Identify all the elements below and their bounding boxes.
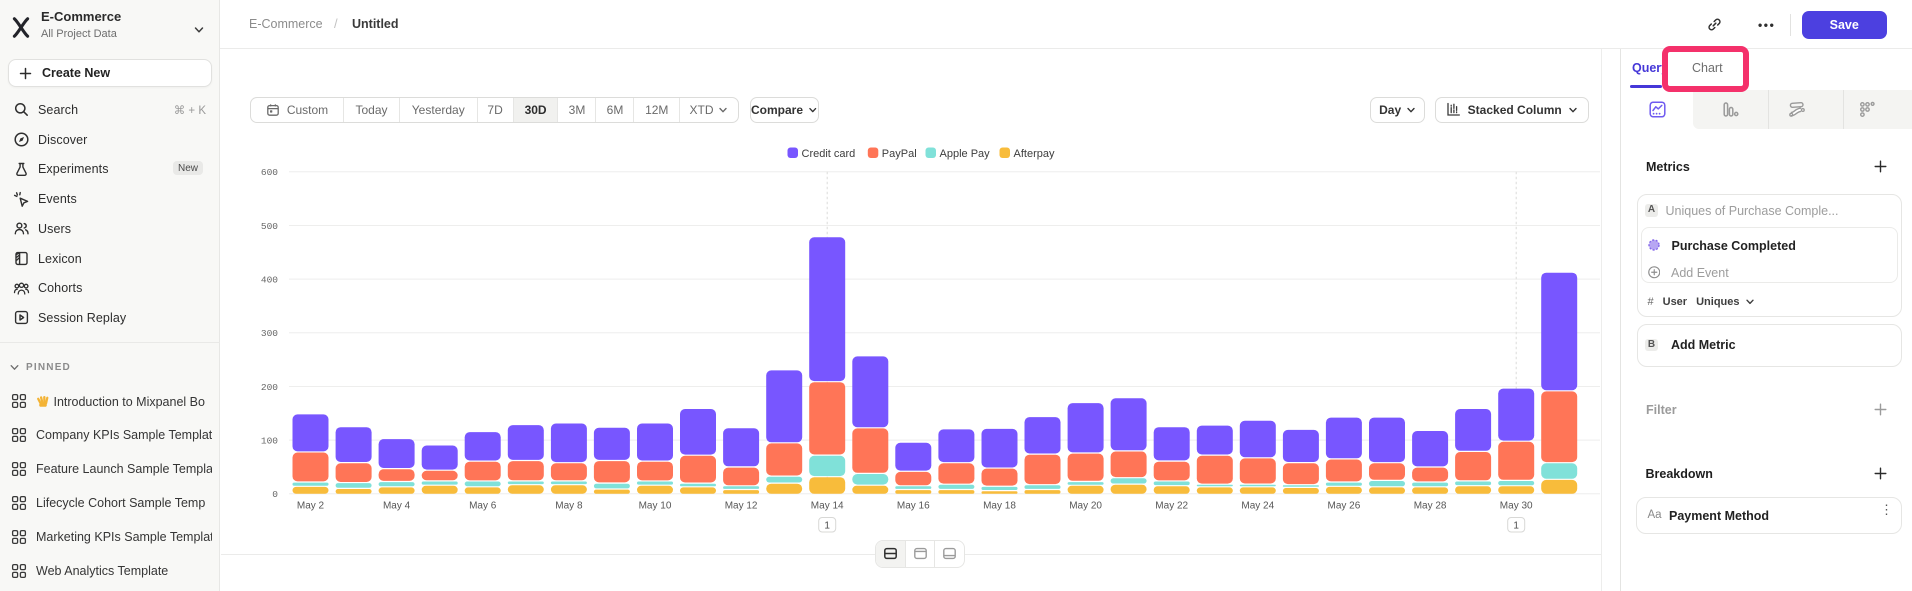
- svg-text:600: 600: [261, 167, 278, 178]
- svg-text:May 30: May 30: [1500, 501, 1533, 512]
- svg-text:0: 0: [272, 489, 278, 500]
- svg-text:400: 400: [261, 274, 278, 285]
- svg-text:May 22: May 22: [1155, 501, 1188, 512]
- svg-text:1: 1: [824, 520, 830, 531]
- svg-text:May 6: May 6: [469, 501, 497, 512]
- svg-text:Afterpay: Afterpay: [1014, 148, 1055, 160]
- svg-text:PayPal: PayPal: [882, 148, 917, 160]
- svg-text:May 26: May 26: [1328, 501, 1361, 512]
- svg-text:Apple Pay: Apple Pay: [940, 148, 991, 160]
- svg-text:May 18: May 18: [983, 501, 1016, 512]
- svg-text:May 10: May 10: [639, 501, 672, 512]
- svg-text:Credit card: Credit card: [802, 148, 856, 160]
- svg-text:May 24: May 24: [1241, 501, 1274, 512]
- svg-text:100: 100: [261, 435, 278, 446]
- svg-text:May 8: May 8: [555, 501, 583, 512]
- svg-text:1: 1: [1513, 520, 1519, 531]
- svg-text:May 28: May 28: [1414, 501, 1447, 512]
- svg-text:May 2: May 2: [297, 501, 325, 512]
- svg-text:May 20: May 20: [1069, 501, 1102, 512]
- svg-text:200: 200: [261, 382, 278, 393]
- svg-text:500: 500: [261, 221, 278, 232]
- svg-text:300: 300: [261, 328, 278, 339]
- svg-text:May 4: May 4: [383, 501, 411, 512]
- svg-text:May 16: May 16: [897, 501, 930, 512]
- svg-text:May 14: May 14: [811, 501, 844, 512]
- svg-text:May 12: May 12: [725, 501, 758, 512]
